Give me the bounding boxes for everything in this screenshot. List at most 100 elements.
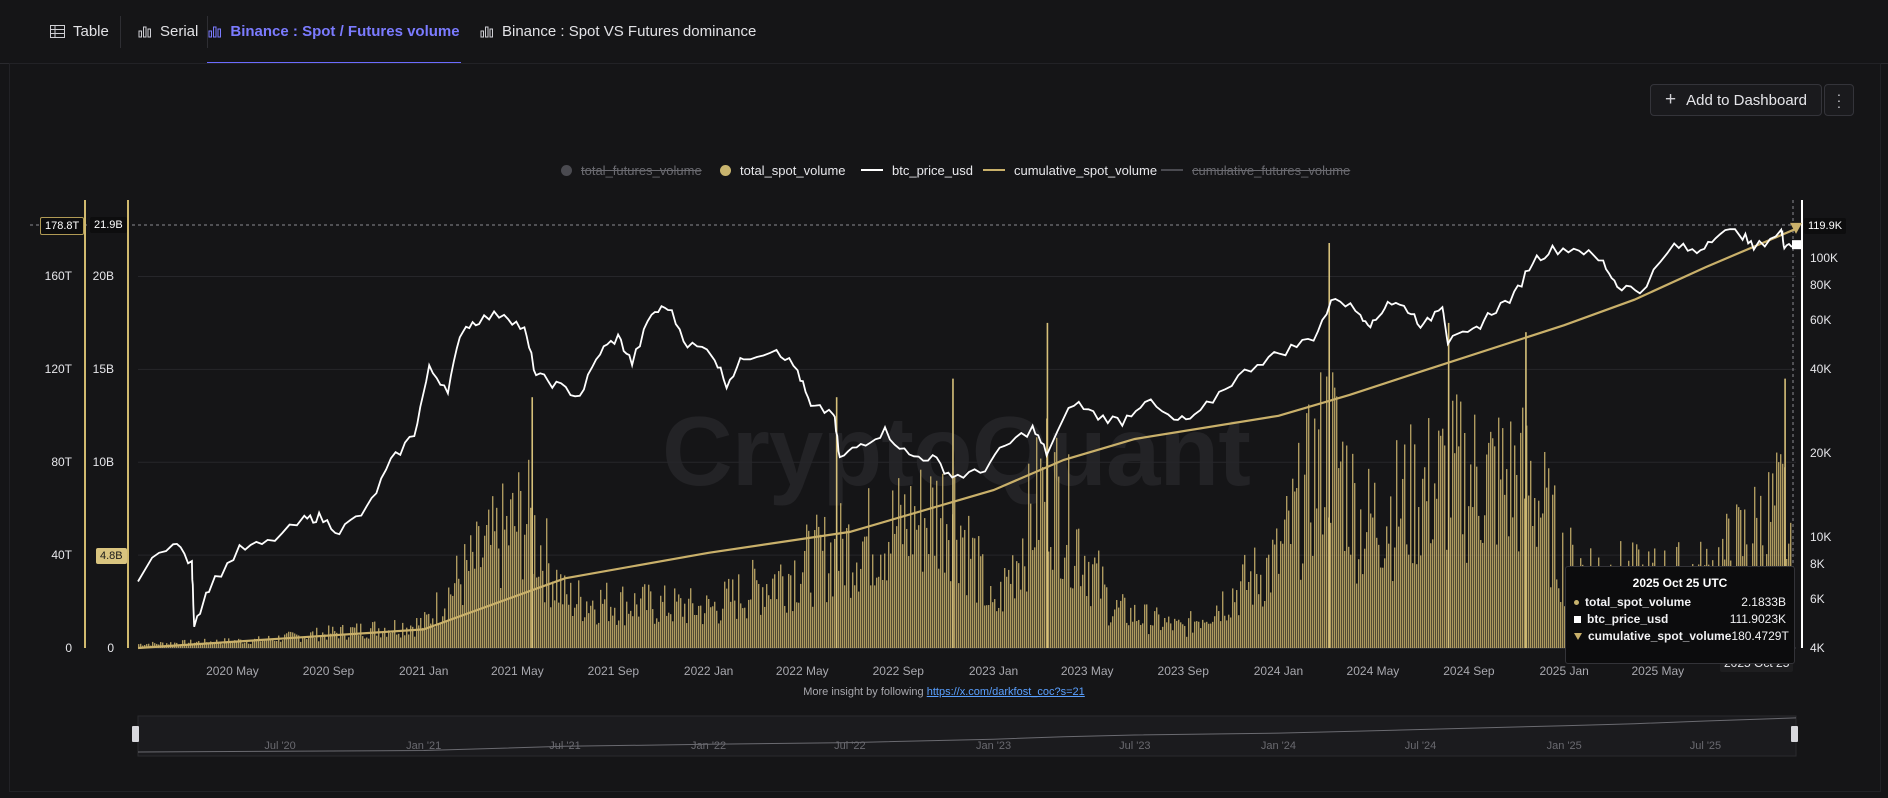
more-options-button[interactable]: · · · xyxy=(1824,84,1854,116)
legend-item-btc-price-usd[interactable]: btc_price_usd xyxy=(861,160,973,180)
spot-volume-bar xyxy=(832,596,834,648)
spot-volume-bar xyxy=(1026,591,1028,648)
spot-volume-peak xyxy=(1525,332,1527,648)
spot-volume-bar xyxy=(1256,573,1258,648)
spot-volume-bar xyxy=(1490,431,1492,648)
navigator-tick-label: Jul '22 xyxy=(834,740,866,752)
spot-volume-bar xyxy=(622,586,624,648)
spot-volume-bar xyxy=(258,636,260,648)
spot-volume-bar xyxy=(244,642,246,648)
navigator-tick-label: Jan '21 xyxy=(406,740,442,752)
x-tick-label: 2023 May xyxy=(1060,664,1114,678)
spot-volume-bar xyxy=(378,628,380,648)
spot-volume-bar xyxy=(1210,623,1212,648)
tab-spot-vs-futures-dominance[interactable]: Binance : Spot VS Futures dominance xyxy=(480,0,756,63)
spot-volume-bar xyxy=(1520,432,1522,648)
spot-volume-bar xyxy=(1266,557,1268,648)
spot-volume-bar xyxy=(700,605,702,648)
spot-volume-bar xyxy=(1160,630,1162,648)
spot-volume-bar xyxy=(1144,604,1146,648)
navigator-right-handle[interactable] xyxy=(1791,726,1798,742)
spot-volume-bar xyxy=(376,635,378,648)
navigator-tick-label: Jul '20 xyxy=(264,740,296,752)
spot-volume-bar xyxy=(504,529,506,648)
plus-icon: + xyxy=(1664,89,1677,110)
credit-link[interactable]: https://x.com/darkfost_coc?s=21 xyxy=(926,686,1085,698)
spot-volume-bar xyxy=(482,557,484,648)
navigator-tick-label: Jul '24 xyxy=(1404,740,1437,752)
spot-volume-bar xyxy=(1176,620,1178,648)
spot-volume-bar xyxy=(310,632,312,648)
spot-volume-bar xyxy=(382,632,384,648)
tab-serial[interactable]: Serial xyxy=(138,0,198,63)
spot-volume-bar xyxy=(458,578,460,648)
watermark: CryptoQuant xyxy=(662,396,1251,506)
spot-volume-bar xyxy=(1204,622,1206,648)
spot-volume-bar xyxy=(210,641,212,648)
price-tick-label: 40K xyxy=(1810,361,1832,376)
spot-volume-bar xyxy=(1278,573,1280,648)
spot-volume-bar xyxy=(1300,579,1302,648)
legend-item-cumulative-spot-volume[interactable]: cumulative_spot_volume xyxy=(983,160,1157,180)
spot-volume-bar xyxy=(582,621,584,648)
spot-volume-bar xyxy=(896,526,898,648)
spot-volume-bar xyxy=(1092,564,1094,648)
spot-volume-bar xyxy=(820,534,822,648)
spot-volume-bar xyxy=(560,574,562,648)
spot-volume-bar xyxy=(252,641,254,648)
spot-volume-bar xyxy=(478,526,480,648)
spot-volume-bar xyxy=(994,599,996,648)
spot-volume-bar xyxy=(1330,522,1332,648)
spot-volume-bar xyxy=(1772,473,1774,648)
navigator-tick-label: Jul '23 xyxy=(1119,740,1151,752)
spot-volume-bar xyxy=(568,604,570,648)
spot-volume-bar xyxy=(508,545,510,648)
spot-volume-bar xyxy=(744,607,746,648)
spot-volume-bar xyxy=(1052,569,1054,648)
spot-volume-bar xyxy=(416,618,418,648)
spot-volume-bar xyxy=(772,578,774,648)
legend-item-total-futures-volume[interactable]: total_futures_volume xyxy=(561,160,702,180)
legend-item-total-spot-volume[interactable]: total_spot_volume xyxy=(720,160,846,180)
add-to-dashboard-button[interactable]: + Add to Dashboard xyxy=(1650,84,1822,116)
spot-volume-bar xyxy=(1088,561,1090,648)
spot-volume-bar xyxy=(254,638,256,648)
spot-volume-bar xyxy=(350,627,352,648)
spot-volume-bar xyxy=(884,553,886,648)
spot-volume-bar xyxy=(1460,401,1462,648)
spot-volume-bar xyxy=(1304,474,1306,648)
spot-volume-bar xyxy=(438,624,440,648)
spot-volume-bar xyxy=(652,609,654,648)
spot-volume-bar xyxy=(1202,619,1204,648)
spot-volume-bar xyxy=(644,584,646,648)
spot-volume-bar xyxy=(1110,622,1112,648)
spot-volume-bar xyxy=(1112,616,1114,648)
spot-volume-bar xyxy=(716,610,718,648)
spot-volume-bar xyxy=(1470,464,1472,648)
spot-volume-bar xyxy=(526,524,528,648)
spot-volume-bar xyxy=(576,604,578,648)
spot-volume-bar xyxy=(236,641,238,648)
spot-volume-bar xyxy=(842,538,844,648)
spot-volume-bar xyxy=(1504,494,1506,648)
bar-chart-icon xyxy=(480,26,493,38)
spot-volume-bar xyxy=(718,623,720,648)
spot-volume-bar xyxy=(1410,424,1412,648)
navigator-tick-label: Jan '23 xyxy=(975,740,1012,752)
legend-item-cumulative-futures-volume[interactable]: cumulative_futures_volume xyxy=(1161,160,1350,180)
spot-volume-bar xyxy=(486,524,488,648)
tab-table[interactable]: Table xyxy=(50,0,109,63)
spot-volume-bar xyxy=(284,634,286,648)
spot-volume-bar xyxy=(1012,555,1014,648)
spot-volume-bar xyxy=(1064,557,1066,648)
spot-volume-bar xyxy=(256,639,258,648)
navigator-left-handle[interactable] xyxy=(132,726,139,742)
spot-volume-bar xyxy=(1130,607,1132,648)
spot-volume-bar xyxy=(326,639,328,648)
spot-volume-bar xyxy=(1268,554,1270,648)
spot-volume-bar xyxy=(544,602,546,648)
tab-divider xyxy=(207,16,208,48)
x-tick-label: 2025 Jan xyxy=(1539,664,1589,678)
spot-tick-label: 15B xyxy=(92,362,114,377)
